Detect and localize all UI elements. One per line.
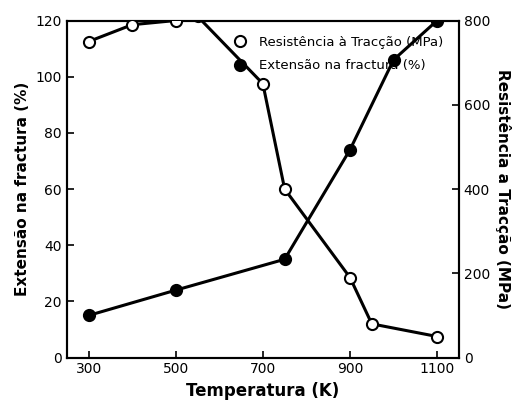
Legend: Resistência à Tracção (MPa), Extensão na fractura (%): Resistência à Tracção (MPa), Extensão na… bbox=[222, 30, 448, 78]
Y-axis label: Resistência a Tracção (MPa): Resistência a Tracção (MPa) bbox=[495, 69, 511, 309]
X-axis label: Temperatura (K): Temperatura (K) bbox=[186, 382, 339, 400]
Y-axis label: Extensão na fractura (%): Extensão na fractura (%) bbox=[15, 82, 30, 296]
